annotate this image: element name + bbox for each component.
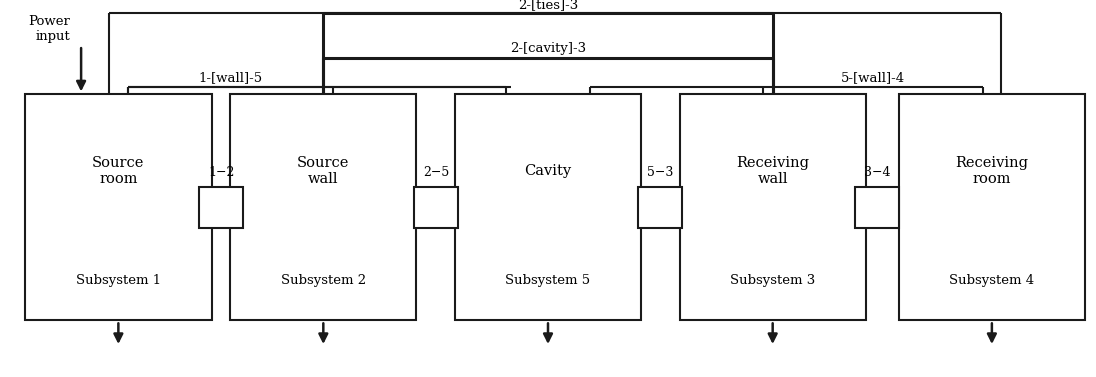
Text: 5−3: 5−3: [647, 166, 673, 179]
Text: Receiving
room: Receiving room: [956, 156, 1028, 186]
Text: Subsystem 1: Subsystem 1: [76, 274, 161, 287]
Text: Cavity: Cavity: [525, 164, 571, 178]
Text: 1-[wall]-5: 1-[wall]-5: [198, 71, 262, 84]
Bar: [414, 187, 458, 228]
Bar: [855, 187, 899, 228]
Text: Subsystem 2: Subsystem 2: [281, 274, 366, 287]
Text: Power
input: Power input: [28, 15, 70, 43]
Bar: [899, 94, 1085, 320]
Text: Source
room: Source room: [92, 156, 145, 186]
Text: 3−4: 3−4: [864, 166, 890, 179]
Bar: [230, 94, 416, 320]
Text: 1−2: 1−2: [208, 166, 235, 179]
Bar: [680, 94, 866, 320]
Bar: [25, 94, 212, 320]
Text: 2−5: 2−5: [423, 166, 449, 179]
Bar: [638, 187, 682, 228]
Text: Subsystem 3: Subsystem 3: [730, 274, 815, 287]
Text: Subsystem 5: Subsystem 5: [505, 274, 591, 287]
Text: Subsystem 4: Subsystem 4: [949, 274, 1035, 287]
Bar: [199, 187, 243, 228]
Bar: [455, 94, 641, 320]
Text: 5-[wall]-4: 5-[wall]-4: [841, 71, 905, 84]
Text: Source
wall: Source wall: [297, 156, 350, 186]
Text: 2-[ties]-3: 2-[ties]-3: [518, 0, 578, 11]
Text: 2-[cavity]-3: 2-[cavity]-3: [510, 43, 586, 55]
Text: Receiving
wall: Receiving wall: [737, 156, 809, 186]
